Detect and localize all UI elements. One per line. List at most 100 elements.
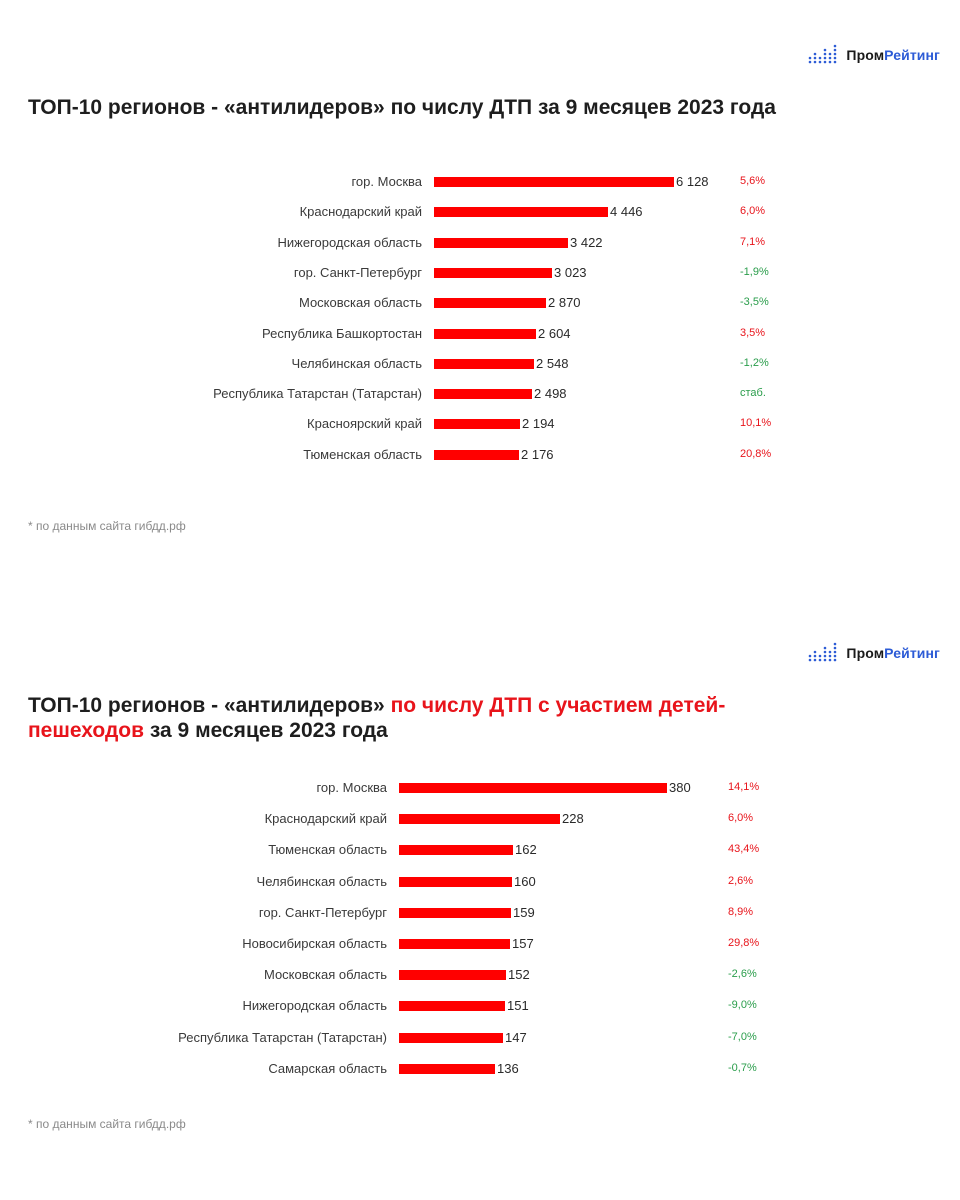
category-label: Нижегородская область: [277, 234, 422, 250]
value-label: 151: [507, 998, 529, 1014]
change-label: 6,0%: [740, 205, 766, 218]
category-label: Тюменская область: [268, 842, 387, 858]
bar: [434, 177, 674, 187]
bar-row: Красноярский край 2 194 10,1%: [0, 414, 960, 434]
change-label: 6,0%: [728, 812, 754, 825]
bar: [434, 389, 532, 400]
category-label: Республика Татарстан (Татарстан): [178, 1029, 387, 1045]
bar-dots-icon: [809, 642, 837, 662]
bar: [434, 358, 534, 369]
bar-row: Нижегородская область 3 422 7,1%: [0, 233, 960, 253]
category-label: гор. Москва: [351, 174, 422, 189]
category-label: Челябинская область: [256, 873, 387, 889]
change-label: 8,9%: [728, 905, 754, 918]
bar-row: Самарская область 136 -0,7%: [0, 1059, 960, 1079]
bar-dots-icon: [809, 44, 837, 64]
chart-title: ТОП-10 регионов - «антилидеров» по числу…: [28, 96, 776, 119]
value-label: 228: [562, 811, 584, 827]
bar-row: гор. Санкт-Петербург 3 023 -1,9%: [0, 263, 960, 283]
bar-row: Московская область 2 870 -3,5%: [0, 293, 960, 313]
brand-name: ПромРейтинг: [846, 47, 940, 63]
bar: [434, 298, 546, 309]
value-label: 3 422: [570, 234, 603, 250]
change-label: -9,0%: [728, 999, 757, 1012]
bar-row: Республика Башкортостан 2 604 3,5%: [0, 324, 960, 344]
chart-title: ТОП-10 регионов - «антилидеров» по числу…: [28, 694, 726, 742]
change-label: 43,4%: [728, 843, 760, 856]
value-label: 147: [505, 1029, 527, 1045]
bar: [434, 449, 519, 460]
value-label: 2 194: [522, 416, 555, 432]
bar-row: гор. Москва 6 128 5,6%: [0, 172, 960, 192]
bar-row: Челябинская область 160 2,6%: [0, 872, 960, 892]
value-label: 3 023: [554, 264, 587, 280]
bar: [399, 970, 506, 981]
change-label: 2,6%: [728, 874, 754, 887]
category-label: Тюменская область: [303, 446, 422, 462]
value-label: 380: [669, 780, 691, 795]
bar: [399, 1032, 503, 1043]
bar-row: Тюменская область 2 176 20,8%: [0, 445, 960, 465]
change-label: 3,5%: [740, 326, 766, 339]
change-label: -1,2%: [740, 356, 769, 369]
category-label: Республика Татарстан (Татарстан): [213, 386, 422, 402]
category-label: Московская область: [298, 295, 422, 311]
change-label: -2,6%: [728, 968, 757, 981]
change-label: 20,8%: [740, 447, 772, 460]
change-label: 14,1%: [728, 781, 760, 793]
value-label: 160: [514, 873, 536, 889]
value-label: 2 176: [521, 446, 554, 462]
category-label: гор. Санкт-Петербург: [258, 904, 387, 920]
bar-row: Тюменская область 162 43,4%: [0, 840, 960, 860]
value-label: 2 498: [534, 386, 567, 402]
value-label: 4 446: [610, 204, 643, 220]
bar-row: гор. Санкт-Петербург 159 8,9%: [0, 903, 960, 923]
change-label: 7,1%: [740, 235, 766, 248]
bar-row: Московская область 152 -2,6%: [0, 965, 960, 985]
category-label: Московская область: [263, 967, 387, 983]
value-label: 157: [512, 936, 534, 951]
change-label: -3,5%: [740, 296, 769, 309]
bar-row: Нижегородская область 151 -9,0%: [0, 996, 960, 1016]
bar: [399, 845, 513, 856]
bar: [399, 939, 510, 949]
bar: [399, 907, 511, 918]
category-label: Новосибирская область: [242, 936, 387, 951]
bar: [399, 876, 512, 887]
category-label: Краснодарский край: [264, 811, 387, 827]
brand-logo: ПромРейтинг: [808, 642, 940, 664]
bar-row: Челябинская область 2 548 -1,2%: [0, 354, 960, 374]
footnote: * по данным сайта гибдд.рф: [28, 1117, 186, 1131]
bar-row: Краснодарский край 228 6,0%: [0, 809, 960, 829]
change-label: стаб.: [740, 387, 766, 400]
change-label: 5,6%: [740, 175, 766, 187]
category-label: гор. Санкт-Петербург: [293, 264, 422, 280]
change-label: 10,1%: [740, 417, 772, 430]
category-label: Республика Башкортостан: [262, 325, 422, 341]
value-label: 152: [508, 967, 530, 983]
category-label: Челябинская область: [291, 355, 422, 371]
bar-row: Республика Татарстан (Татарстан) 2 498 ста…: [0, 384, 960, 404]
bar: [434, 267, 552, 278]
value-label: 2 548: [536, 355, 569, 371]
bar: [434, 237, 568, 248]
category-label: Самарская область: [268, 1060, 387, 1076]
category-label: Краснодарский край: [299, 204, 422, 220]
bar-row: Республика Татарстан (Татарстан) 147 -7,0%: [0, 1028, 960, 1048]
bar: [399, 1001, 505, 1012]
category-label: Нижегородская область: [242, 998, 387, 1014]
bar-row: Новосибирская область 157 29,8%: [0, 934, 960, 954]
change-label: -0,7%: [728, 1061, 757, 1074]
bar-row: Краснодарский край 4 446 6,0%: [0, 202, 960, 222]
value-label: 6 128: [676, 174, 709, 189]
bar: [434, 419, 520, 430]
value-label: 159: [513, 904, 535, 920]
change-label: -7,0%: [728, 1030, 757, 1043]
bar: [399, 1063, 495, 1074]
bar: [399, 783, 667, 793]
bar-row: гор. Москва 380 14,1%: [0, 778, 960, 798]
brand-logo: ПромРейтинг: [808, 44, 940, 66]
brand-name: ПромРейтинг: [846, 645, 940, 661]
bar: [399, 814, 560, 825]
